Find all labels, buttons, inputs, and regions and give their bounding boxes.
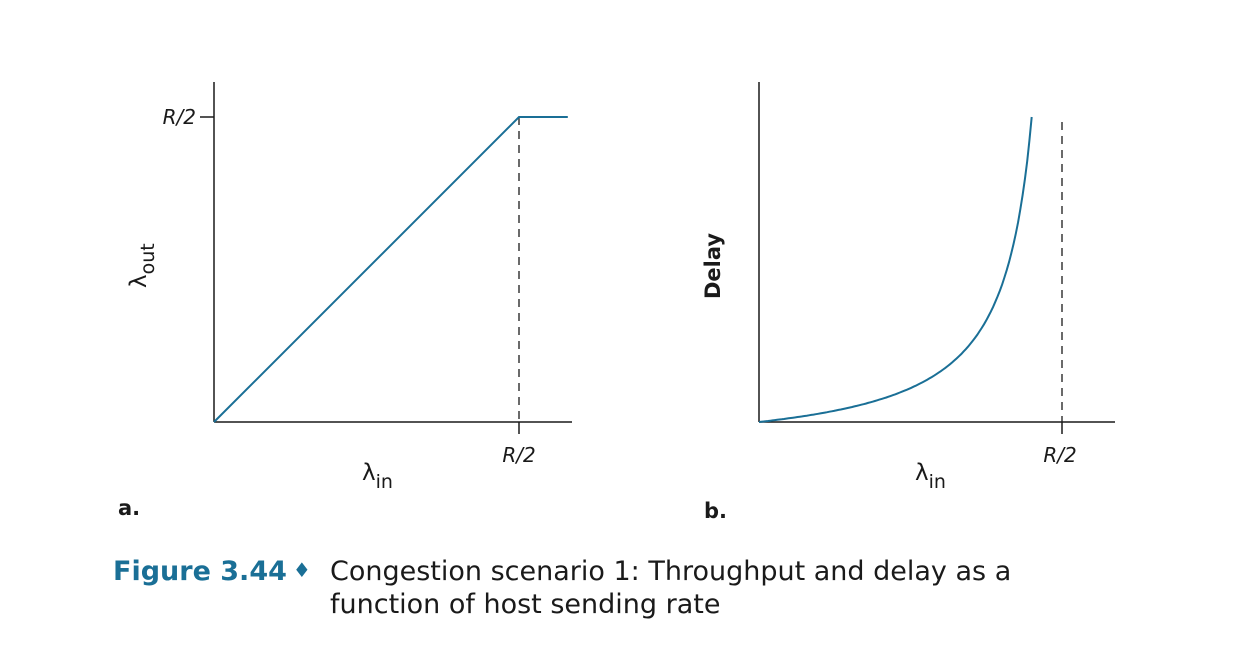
caption-figure-number: Figure 3.44 [113,556,287,587]
panel-a-throughput-line [213,116,568,423]
panel-b-xlabel-sub: in [929,471,946,493]
panel-b-xtick-label: R/2 [1043,443,1076,467]
caption-text: Congestion scenario 1: Throughput and de… [330,556,1012,620]
panel-b-label: b. [704,499,727,523]
panel-b-delay-curve [758,116,1033,423]
panel-a: R/2 R/2 λin λout a. [118,82,572,520]
panel-b-xlabel-base: λ [915,460,929,486]
panel-a-ylabel-base: λ [126,274,152,288]
panel-a-ytick-label: R/2 [163,105,196,129]
panel-a-xlabel-sub: in [376,471,393,493]
panel-b: R/2 λin Delay b. [701,82,1115,523]
panel-a-label: a. [118,496,140,520]
panel-a-xtick-label: R/2 [502,443,535,467]
panel-a-xlabel: λin [362,460,393,493]
caption-diamond-icon: ♦ [292,558,311,582]
panel-b-xlabel: λin [915,460,946,493]
figure-caption: Figure 3.44 ♦ Congestion scenario 1: Thro… [113,555,1113,620]
panel-a-ylabel: λout [126,243,159,288]
panel-a-ylabel-sub: out [137,243,159,274]
panel-b-ylabel: Delay [701,233,725,299]
panel-a-xlabel-base: λ [362,460,376,486]
